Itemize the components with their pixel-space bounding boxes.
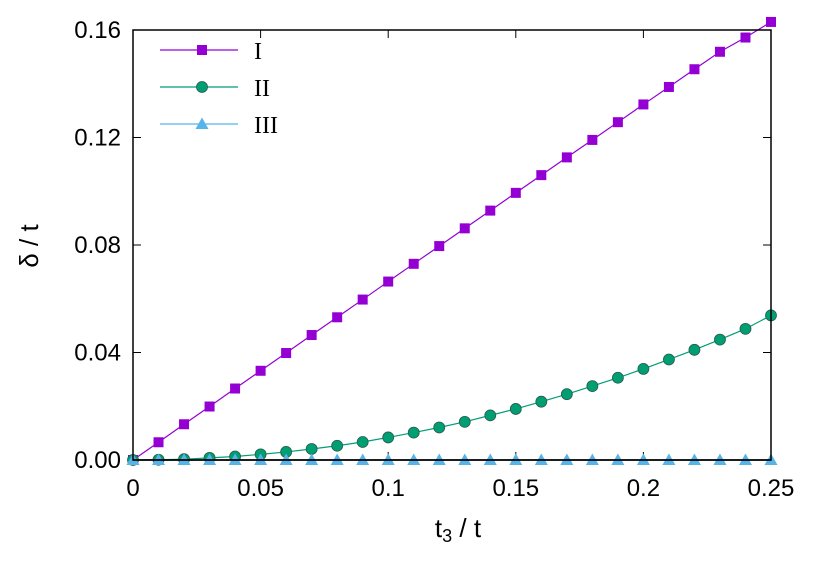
data-point-I (383, 276, 394, 287)
legend-entry-II: II (160, 76, 270, 102)
data-point-II (688, 343, 701, 356)
plot-series (126, 16, 778, 466)
legend-label: I (254, 39, 262, 65)
x-tick-label: 0.1 (372, 475, 405, 502)
data-point-II (382, 431, 395, 444)
legend-entry-III: III (160, 113, 278, 139)
data-point-I (255, 365, 266, 376)
x-tick-label: 0.15 (492, 475, 539, 502)
data-point-II (509, 403, 522, 415)
data-point-II (305, 443, 318, 455)
data-point-II (663, 353, 675, 366)
data-point-II (714, 333, 726, 346)
y-axis-label: δ / t (14, 224, 44, 268)
y-tick-label: 0.04 (74, 340, 121, 367)
data-point-I (204, 401, 215, 412)
legend-marker (196, 81, 208, 93)
legend-marker (195, 117, 209, 129)
data-point-II (535, 395, 548, 408)
data-point-I (536, 170, 547, 181)
data-point-I (281, 348, 292, 359)
data-point-II (407, 426, 420, 439)
data-point-II (637, 362, 650, 375)
data-point-I (459, 223, 470, 234)
data-point-I (153, 437, 164, 448)
data-point-I (612, 117, 623, 128)
data-point-I (332, 312, 343, 323)
data-point-I (357, 294, 368, 305)
data-point-II (458, 415, 471, 428)
x-tick-label: 0.05 (237, 475, 284, 502)
data-point-I (587, 134, 598, 145)
data-point-I (689, 64, 700, 75)
data-point-I (306, 330, 317, 341)
data-point-I (434, 241, 445, 252)
series-I (128, 16, 776, 465)
x-tick-label: 0 (126, 475, 139, 502)
x-axis-label-subscript: 3 (442, 526, 452, 546)
legend-entry-I: I (160, 39, 262, 65)
x-tick-label: 0.25 (748, 475, 795, 502)
legend-marker (197, 45, 207, 55)
plot-frame (132, 29, 772, 461)
data-point-I (485, 205, 496, 216)
y-tick-label: 0.12 (74, 125, 121, 152)
axis-ticks: 0 0.05 0.1 0.15 0.2 0.25 0.00 0.04 0.08 0.12 0.16 (74, 17, 794, 502)
data-point-I (561, 152, 572, 163)
data-point-II (484, 409, 497, 422)
series-line-II (132, 314, 772, 461)
data-point-I (408, 258, 419, 269)
data-point-II (331, 439, 344, 452)
data-point-I (230, 383, 241, 394)
legend-label: II (254, 76, 270, 102)
data-point-II (739, 322, 752, 335)
x-tick-label: 0.2 (627, 475, 660, 502)
x-axis-label: t3 / t (435, 513, 482, 546)
data-point-II (560, 388, 573, 401)
y-tick-label: 0.16 (74, 17, 121, 44)
data-point-II (356, 436, 369, 448)
x-axis-label-rest: / t (452, 513, 482, 543)
data-point-I (510, 187, 521, 198)
data-point-I (766, 16, 776, 27)
y-tick-label: 0.00 (74, 447, 121, 474)
data-point-II (433, 421, 446, 434)
series-line-I (132, 21, 772, 461)
data-point-I (638, 99, 649, 110)
legend-label: III (254, 113, 278, 139)
series-II (127, 309, 777, 466)
data-point-II (586, 380, 599, 392)
data-point-I (179, 419, 190, 430)
data-point-I (740, 32, 751, 43)
data-point-II (611, 371, 624, 384)
data-point-I (714, 46, 725, 57)
x-axis-label-main: t (435, 513, 443, 543)
y-tick-label: 0.08 (74, 232, 121, 259)
data-point-I (663, 81, 674, 92)
